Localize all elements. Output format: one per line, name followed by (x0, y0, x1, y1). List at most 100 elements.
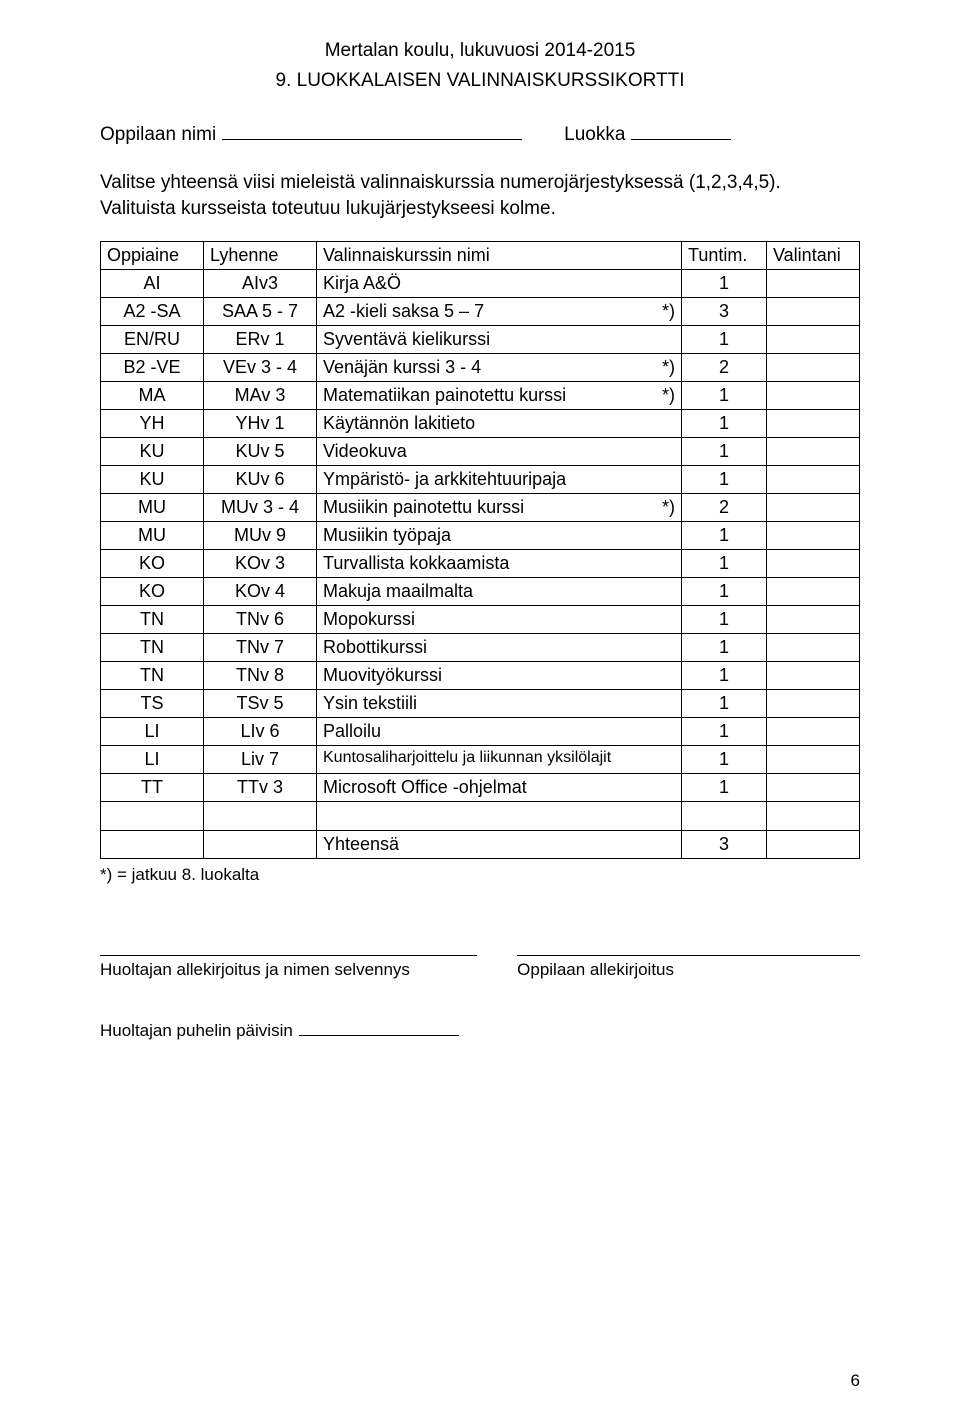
empty-cell (101, 831, 204, 859)
table-row: LILiv 7Kuntosaliharjoittelu ja liikunnan… (101, 746, 860, 774)
class-input[interactable] (631, 118, 731, 140)
cell-tuntim: 1 (682, 634, 767, 662)
cell-oppiaine: AI (101, 270, 204, 298)
table-row: EN/RUERv 1Syventävä kielikurssi1 (101, 326, 860, 354)
cell-lyhenne: ERv 1 (204, 326, 317, 354)
cell-oppiaine: TN (101, 662, 204, 690)
student-signature-label: Oppilaan allekirjoitus (517, 960, 860, 980)
guardian-phone-row: Huoltajan puhelin päivisin (100, 1016, 860, 1041)
cell-course-name: Mopokurssi (317, 606, 682, 634)
cell-tuntim: 1 (682, 662, 767, 690)
cell-oppiaine: TS (101, 690, 204, 718)
signature-block: Huoltajan allekirjoitus ja nimen selvenn… (100, 935, 860, 980)
cell-valintani-input[interactable] (767, 270, 860, 298)
cell-lyhenne: TNv 8 (204, 662, 317, 690)
table-row: KUKUv 5Videokuva1 (101, 438, 860, 466)
cell-lyhenne: AIv3 (204, 270, 317, 298)
table-row: LILIv 6Palloilu1 (101, 718, 860, 746)
cell-valintani-input[interactable] (767, 550, 860, 578)
table-row: AIAIv3Kirja A&Ö1 (101, 270, 860, 298)
cell-tuntim: 1 (682, 606, 767, 634)
header-oppiaine: Oppiaine (101, 242, 204, 270)
guardian-signature-input[interactable] (100, 935, 477, 956)
cell-valintani-input[interactable] (767, 578, 860, 606)
table-row: KOKOv 3Turvallista kokkaamista1 (101, 550, 860, 578)
cell-oppiaine: EN/RU (101, 326, 204, 354)
cell-lyhenne: VEv 3 - 4 (204, 354, 317, 382)
table-row: MAMAv 3Matematiikan painotettu kurssi*)1 (101, 382, 860, 410)
cell-oppiaine: LI (101, 718, 204, 746)
cell-valintani-input[interactable] (767, 494, 860, 522)
cell-lyhenne: TSv 5 (204, 690, 317, 718)
page-title: 9. LUOKKALAISEN VALINNAISKURSSIKORTTI (100, 70, 860, 92)
cell-tuntim: 1 (682, 578, 767, 606)
header-tuntim: Tuntim. (682, 242, 767, 270)
table-row: TNTNv 7Robottikurssi1 (101, 634, 860, 662)
cell-course-name: Videokuva (317, 438, 682, 466)
cell-valintani-input[interactable] (767, 326, 860, 354)
student-name-label: Oppilaan nimi (100, 124, 216, 146)
table-row: TNTNv 8Muovityökurssi1 (101, 662, 860, 690)
cell-tuntim: 1 (682, 774, 767, 802)
cell-lyhenne: YHv 1 (204, 410, 317, 438)
cell-lyhenne: SAA 5 - 7 (204, 298, 317, 326)
cell-valintani-input[interactable] (767, 382, 860, 410)
cell-valintani-input[interactable] (767, 410, 860, 438)
cell-course-name: Venäjän kurssi 3 - 4*) (317, 354, 682, 382)
cell-tuntim: 1 (682, 466, 767, 494)
cell-lyhenne: KOv 4 (204, 578, 317, 606)
student-name-input[interactable] (222, 118, 522, 140)
cell-course-name: Ympäristö- ja arkkitehtuuripaja (317, 466, 682, 494)
cell-lyhenne: LIv 6 (204, 718, 317, 746)
cell-course-name: Microsoft Office -ohjelmat (317, 774, 682, 802)
footnote: *) = jatkuu 8. luokalta (100, 865, 860, 885)
cell-oppiaine: B2 -VE (101, 354, 204, 382)
course-table: Oppiaine Lyhenne Valinnaiskurssin nimi T… (100, 241, 860, 859)
header-lyhenne: Lyhenne (204, 242, 317, 270)
cell-oppiaine: TT (101, 774, 204, 802)
cell-tuntim: 1 (682, 438, 767, 466)
cell-valintani-input[interactable] (767, 438, 860, 466)
empty-cell (767, 831, 860, 859)
cell-tuntim: 1 (682, 270, 767, 298)
cell-lyhenne: TTv 3 (204, 774, 317, 802)
cell-lyhenne: KUv 6 (204, 466, 317, 494)
cell-oppiaine: MA (101, 382, 204, 410)
guardian-phone-input[interactable] (299, 1016, 459, 1036)
cell-tuntim: 1 (682, 410, 767, 438)
cell-valintani-input[interactable] (767, 522, 860, 550)
empty-cell (682, 802, 767, 831)
table-row: MUMUv 9Musiikin työpaja1 (101, 522, 860, 550)
cell-tuntim: 2 (682, 494, 767, 522)
cell-valintani-input[interactable] (767, 354, 860, 382)
cell-oppiaine: TN (101, 634, 204, 662)
cell-course-name: Muovityökurssi (317, 662, 682, 690)
cell-course-name: Matematiikan painotettu kurssi*) (317, 382, 682, 410)
cell-oppiaine: LI (101, 746, 204, 774)
table-row: YHYHv 1Käytännön lakitieto1 (101, 410, 860, 438)
cell-course-name: Kuntosaliharjoittelu ja liikunnan yksilö… (317, 746, 682, 774)
cell-tuntim: 1 (682, 326, 767, 354)
cell-valintani-input[interactable] (767, 634, 860, 662)
cell-valintani-input[interactable] (767, 690, 860, 718)
cell-tuntim: 1 (682, 382, 767, 410)
cell-oppiaine: YH (101, 410, 204, 438)
cell-valintani-input[interactable] (767, 746, 860, 774)
cell-course-name: Ysin tekstiili (317, 690, 682, 718)
cell-lyhenne: MAv 3 (204, 382, 317, 410)
cell-valintani-input[interactable] (767, 662, 860, 690)
cell-course-name: Syventävä kielikurssi (317, 326, 682, 354)
cell-valintani-input[interactable] (767, 466, 860, 494)
cell-valintani-input[interactable] (767, 718, 860, 746)
student-signature-input[interactable] (517, 935, 860, 956)
cell-oppiaine: A2 -SA (101, 298, 204, 326)
cell-valintani-input[interactable] (767, 298, 860, 326)
table-row: TNTNv 6Mopokurssi1 (101, 606, 860, 634)
cell-tuntim: 1 (682, 550, 767, 578)
cell-tuntim: 1 (682, 746, 767, 774)
empty-cell (101, 802, 204, 831)
cell-valintani-input[interactable] (767, 774, 860, 802)
cell-valintani-input[interactable] (767, 606, 860, 634)
cell-tuntim: 1 (682, 718, 767, 746)
header-valintani: Valintani (767, 242, 860, 270)
